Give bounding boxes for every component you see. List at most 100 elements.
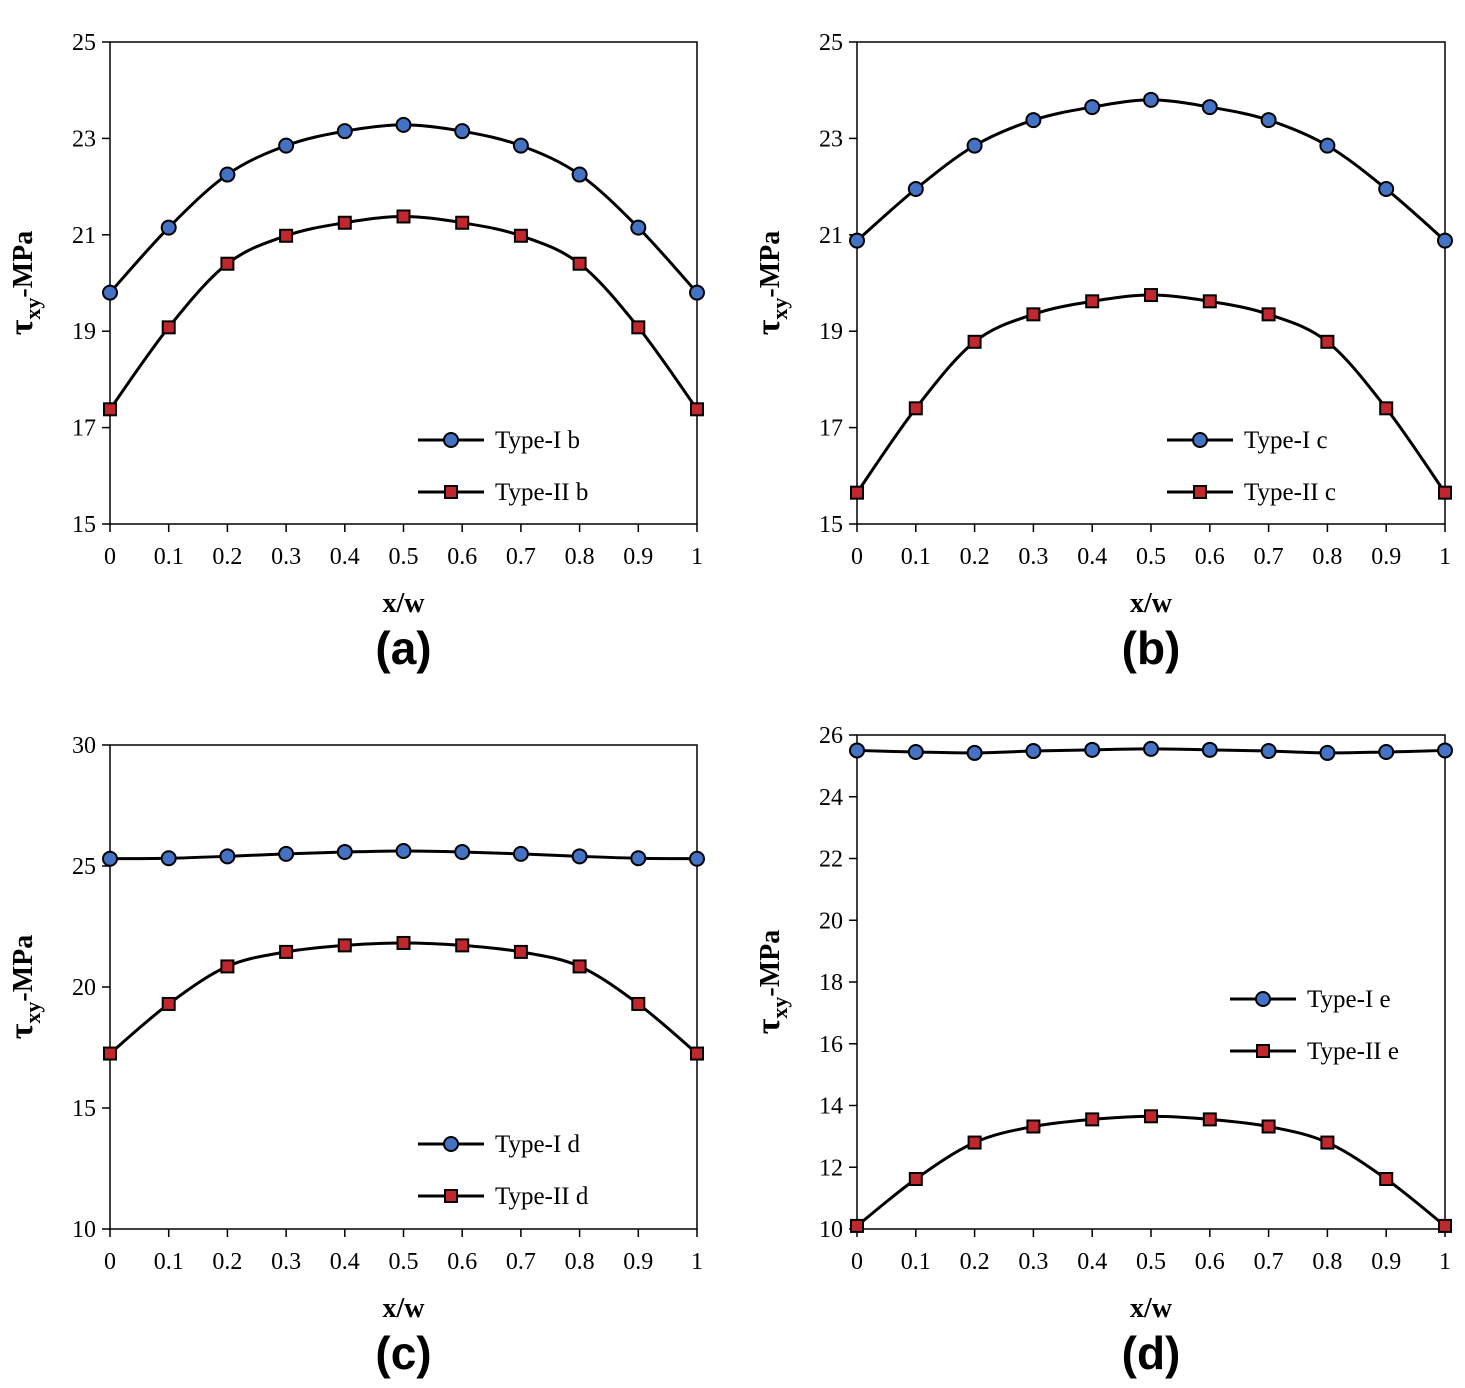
data-point-square (1379, 401, 1394, 416)
data-point-circle (1201, 741, 1218, 758)
data-point-square (1085, 294, 1100, 309)
data-point-square (337, 215, 352, 230)
x-tick-label: 0.1 (901, 1249, 931, 1275)
x-tick-label: 0.3 (1018, 544, 1048, 570)
data-point-square (967, 334, 982, 349)
y-tick-label: 20 (819, 908, 843, 934)
x-axis-title: x/w (1130, 1293, 1173, 1324)
data-point-circle (689, 850, 705, 867)
legend-marker (1256, 1044, 1270, 1058)
x-tick-label: 0.2 (960, 544, 990, 570)
x-tick-label: 1 (1439, 1249, 1451, 1275)
x-tick-label: 0.9 (1371, 1249, 1401, 1275)
data-point-square (337, 938, 352, 953)
data-point-square (279, 228, 294, 243)
data-point-square (1026, 307, 1041, 322)
y-tick-label: 16 (819, 1032, 843, 1058)
data-point-square (572, 959, 587, 974)
data-point-circle (1260, 112, 1277, 129)
plot-frame (109, 744, 698, 1230)
data-point-circle (336, 843, 353, 860)
data-point-circle (966, 137, 983, 154)
series-line-2 (856, 1114, 1446, 1228)
x-tick-label: 0.9 (1371, 544, 1401, 570)
x-tick-label: 0.1 (154, 544, 184, 570)
y-tick-label: 17 (72, 416, 96, 442)
x-tick-label: 0.7 (1254, 544, 1284, 570)
data-point-square (631, 320, 646, 335)
x-tick-label: 0.8 (565, 544, 595, 570)
x-tick-label: 0.8 (1312, 1249, 1342, 1275)
data-point-square (690, 402, 704, 417)
y-axis-unit: -MPa (8, 231, 39, 298)
data-point-circle (571, 166, 588, 183)
data-point-square (1144, 288, 1158, 303)
x-tick-label: 0.3 (1018, 1249, 1048, 1275)
data-point-circle (278, 845, 295, 862)
data-point-circle (907, 181, 924, 198)
y-axis-title: τxy-MPa (750, 231, 792, 336)
x-tick-label: 0 (104, 1249, 116, 1275)
x-tick-label: 0 (851, 544, 863, 570)
data-point-square (1202, 1112, 1217, 1127)
data-point-square (161, 996, 176, 1011)
x-axis-title: x/w (1130, 588, 1173, 619)
plot-frame (856, 41, 1446, 525)
x-tick-label: 0.4 (330, 544, 360, 570)
data-point-square (455, 215, 470, 230)
series-line-1 (856, 98, 1446, 242)
data-point-square (513, 228, 528, 243)
series-line-2 (109, 941, 698, 1055)
x-axis-title: x/w (383, 1293, 426, 1324)
data-point-circle (219, 848, 236, 865)
data-point-square (1026, 1119, 1041, 1134)
chart-panel-2: 15 17 19 21 23 25 0 0.1 0.2 0.3 0.4 0.5 0.6 0.7 0.8 0.9… (750, 30, 1453, 674)
data-point-square (396, 209, 411, 224)
data-point-circle (1025, 112, 1042, 129)
y-axis-title: τxy-MPa (3, 231, 45, 336)
data-point-circle (1260, 743, 1277, 760)
data-point-circle (160, 219, 177, 236)
data-point-circle (1319, 744, 1336, 761)
y-tick-label: 23 (72, 126, 96, 152)
y-tick-label: 17 (819, 416, 843, 442)
y-tick-label: 15 (72, 512, 96, 538)
legend-label: Type-I b (495, 427, 580, 454)
x-tick-label: 1 (1439, 544, 1451, 570)
data-point-circle (630, 850, 647, 867)
x-tick-label: 0.6 (1195, 544, 1225, 570)
legend-marker (1192, 432, 1208, 448)
plot-frame (109, 41, 698, 525)
x-tick-label: 0.1 (154, 1249, 184, 1275)
data-point-square (1202, 294, 1217, 309)
y-axis-title: τxy-MPa (750, 930, 792, 1035)
x-tick-label: 0.7 (1254, 1249, 1284, 1275)
x-tick-label: 0.2 (212, 544, 242, 570)
y-tick-label: 10 (819, 1217, 843, 1243)
x-tick-label: 0.1 (901, 544, 931, 570)
data-point-circle (278, 137, 295, 154)
data-point-circle (454, 843, 471, 860)
y-tick-label: 25 (819, 30, 843, 56)
data-point-circle (454, 123, 471, 140)
legend-label: Type-I c (1244, 427, 1328, 454)
data-point-circle (160, 850, 177, 867)
x-tick-label: 0.4 (1077, 1249, 1107, 1275)
y-axis-subscript: xy (20, 298, 45, 320)
data-point-circle (849, 742, 865, 759)
y-tick-label: 30 (72, 733, 96, 759)
panel-label: (a) (375, 622, 431, 674)
x-tick-label: 0.4 (1077, 544, 1107, 570)
data-point-square (850, 1218, 864, 1233)
series-line-2 (855, 293, 1447, 494)
x-tick-label: 1 (691, 544, 703, 570)
x-tick-label: 0.8 (565, 1249, 595, 1275)
data-point-circle (1143, 91, 1159, 108)
data-point-square (279, 944, 294, 959)
data-point-circle (1143, 740, 1159, 757)
y-axis-symbol: τ (3, 319, 40, 335)
y-tick-label: 21 (72, 223, 96, 249)
data-point-circle (395, 116, 412, 133)
x-tick-label: 0.5 (1136, 544, 1166, 570)
